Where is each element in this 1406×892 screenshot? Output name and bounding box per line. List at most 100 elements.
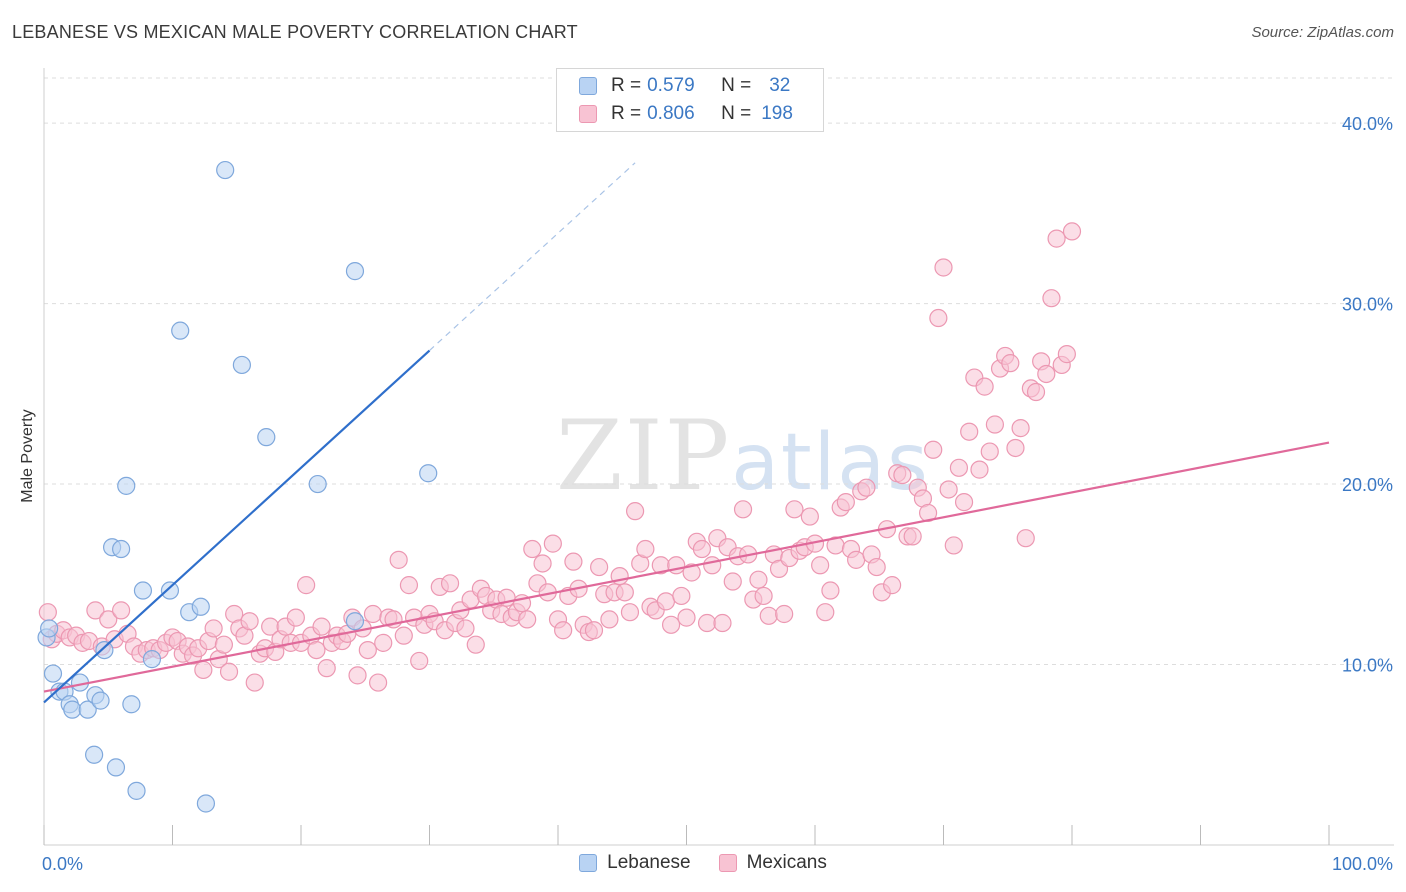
y-tick-label: 30.0% xyxy=(1342,295,1393,315)
mexicans-point xyxy=(369,673,388,692)
mexicans-point xyxy=(1001,354,1020,373)
lebanese-point xyxy=(122,695,141,714)
r-value: 0.579 xyxy=(647,75,695,96)
mexicans-point xyxy=(1006,438,1025,458)
x-tick-label-max: 100.0% xyxy=(1332,854,1393,874)
lebanese-point xyxy=(142,650,162,669)
mexicans-point xyxy=(523,539,542,559)
mexicans-point xyxy=(944,536,963,555)
mexicans-point xyxy=(584,621,604,640)
mexicans-point xyxy=(389,550,408,569)
mexicans-swatch xyxy=(718,854,737,872)
mexicans-point xyxy=(111,601,131,620)
mexicans-point xyxy=(1062,222,1082,241)
lebanese-point xyxy=(171,321,190,340)
mexicans-point xyxy=(975,377,994,396)
mexicans-point xyxy=(615,583,634,602)
mexicans-point xyxy=(939,480,958,499)
lebanese-point xyxy=(95,640,114,660)
mexicans-point xyxy=(440,574,460,593)
stats-legend: R = 0.579 N = 32 R = 0.806 N = 198 xyxy=(556,68,824,132)
series-legend: Lebanese Mexicans xyxy=(0,852,1406,874)
mexicans-point xyxy=(1057,345,1076,364)
mexicans-point xyxy=(960,422,979,441)
mexicans-point xyxy=(456,619,475,638)
lebanese-point xyxy=(345,612,365,631)
mexicans-point xyxy=(847,550,866,569)
mexicans-point xyxy=(518,610,537,629)
mexicans-point xyxy=(697,613,717,633)
mexicans-point xyxy=(374,633,393,652)
legend-item-mexicans[interactable]: Mexicans xyxy=(718,852,827,874)
lebanese-point xyxy=(127,781,146,800)
lebanese-point xyxy=(111,539,131,559)
legend-label-lebanese: Lebanese xyxy=(607,852,691,873)
mexicans-point xyxy=(754,586,773,606)
mexicans-point xyxy=(636,539,655,559)
n-value: 198 xyxy=(761,103,793,124)
mexicans-point xyxy=(317,659,336,678)
mexicans-point xyxy=(410,651,429,671)
lebanese-trend-extension xyxy=(429,162,636,351)
mexicans-point xyxy=(204,619,223,638)
r-value: 0.806 xyxy=(647,103,695,124)
lebanese-swatch xyxy=(579,854,598,872)
mexicans-point xyxy=(1016,529,1035,548)
lebanese-point xyxy=(257,428,276,447)
n-label: N = xyxy=(721,75,752,96)
mexicans-point xyxy=(759,606,778,625)
mexicans-point xyxy=(1026,382,1046,402)
mexicans-point xyxy=(949,458,969,477)
mexicans-point xyxy=(785,500,804,519)
mexicans-point xyxy=(214,635,233,654)
legend-label-mexicans: Mexicans xyxy=(746,852,827,873)
lebanese-point xyxy=(43,664,63,683)
mexicans-point xyxy=(867,557,886,577)
mexicans-trend-line xyxy=(43,441,1330,693)
r-label: R = xyxy=(611,75,642,96)
mexicans-point xyxy=(219,662,239,681)
stats-row-mexicans: R = 0.806 N = 198 xyxy=(557,101,793,127)
mexicans-point xyxy=(399,576,419,595)
source-label: Source: ZipAtlas.com xyxy=(1251,24,1394,41)
mexicans-point xyxy=(800,507,819,526)
mexicans-point xyxy=(970,460,989,479)
lebanese-point xyxy=(345,262,365,281)
mexicans-point xyxy=(924,440,943,459)
mexicans-point xyxy=(348,666,367,685)
mexicans-point xyxy=(38,603,57,622)
mexicans-point xyxy=(286,608,305,627)
legend-item-lebanese[interactable]: Lebanese xyxy=(579,852,691,874)
mexicans-point xyxy=(672,586,691,606)
mexicans-point xyxy=(1047,229,1066,248)
mexicans-point xyxy=(1011,419,1030,438)
mexicans-point xyxy=(811,556,830,575)
stats-row-lebanese: R = 0.579 N = 32 xyxy=(557,73,790,99)
mexicans-point xyxy=(857,478,876,497)
mexicans-point xyxy=(363,604,383,624)
lebanese-point xyxy=(106,758,126,777)
mexicans-point xyxy=(661,615,681,634)
mexicans-point xyxy=(703,556,722,575)
mexicans-point xyxy=(245,673,264,692)
mexicans-point xyxy=(1037,364,1056,384)
lebanese-point xyxy=(232,355,251,375)
mexicans-point xyxy=(836,493,855,512)
mexicans-point xyxy=(394,626,413,645)
mexicans-point xyxy=(985,415,1005,434)
lebanese-point xyxy=(91,691,110,710)
mexicans-point xyxy=(733,500,753,519)
mexicans-point xyxy=(692,539,712,559)
mexicans-point xyxy=(554,621,573,640)
x-tick-label-min: 0.0% xyxy=(42,854,83,874)
mexicans-point xyxy=(99,610,118,629)
lebanese-point xyxy=(63,700,82,719)
mexicans-point xyxy=(723,572,742,591)
mexicans-point xyxy=(312,617,331,636)
mexicans-point xyxy=(625,502,645,521)
mexicans-point xyxy=(749,570,768,589)
mexicans-point xyxy=(929,308,948,328)
mexicans-swatch xyxy=(579,105,597,123)
mexicans-point xyxy=(918,503,938,523)
mexicans-point xyxy=(934,258,953,277)
